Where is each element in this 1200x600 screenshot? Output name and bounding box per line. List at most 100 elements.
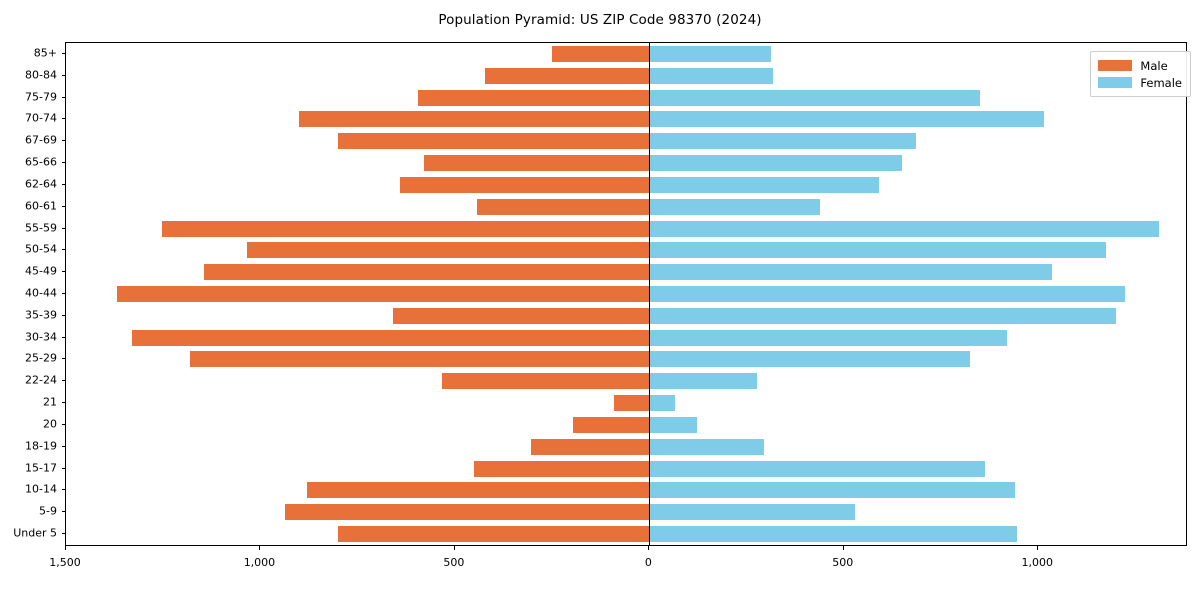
bar-male [613,395,650,412]
bar-male [473,460,650,477]
bar-female [649,482,1015,499]
bar-male [284,504,650,521]
y-axis-tick-label: 62-64 [25,177,57,191]
y-axis-tick-label: 35-39 [25,308,57,322]
y-axis-tick-label: 10-14 [25,482,57,496]
bar-male [530,438,650,455]
bar-female [649,45,772,62]
bar-female [649,438,765,455]
y-axis-tick-mark [61,336,65,338]
bar-female [649,307,1116,324]
bar-female [649,504,856,521]
bar-female [649,89,980,106]
bar-female [649,329,1008,346]
x-axis-tick-label: 0 [644,556,652,569]
y-axis-tick-mark [61,380,65,382]
y-axis-tick-mark [61,249,65,251]
bar-male [246,242,650,259]
y-axis-tick-label: 45-49 [25,264,57,278]
legend-item-male: Male [1098,57,1182,74]
bar-female [649,460,986,477]
bar-male [132,329,650,346]
y-axis-tick-mark [61,511,65,513]
y-axis-tick-label: 55-59 [25,221,57,235]
y-axis-tick-mark [61,402,65,404]
legend-item-female: Female [1098,74,1182,91]
bar-female [649,220,1159,237]
y-axis-tick-label: 85+ [33,46,57,60]
bar-female [649,264,1052,281]
y-axis-tick-mark [61,52,65,54]
bar-male [116,286,650,302]
bar-female [649,176,879,193]
bar-male [573,416,650,433]
y-axis-tick-mark [61,227,65,229]
legend[interactable]: Male Female [1090,51,1191,97]
bar-male [442,373,650,390]
x-axis-tick-mark [259,546,261,550]
bar-male [338,133,650,150]
x-axis-tick-mark [65,546,66,550]
bar-male [423,155,650,172]
bar-female [649,526,1017,543]
bar-male [417,89,650,106]
bar-female [649,416,698,433]
bar-female [649,395,675,412]
y-axis-tick-mark [61,96,65,98]
x-axis-tick-label: 500 [443,556,465,569]
y-axis-tick-label: Under 5 [13,526,57,540]
bar-female [649,286,1125,302]
bar-male [400,176,650,193]
y-axis-tick-mark [61,467,65,469]
y-axis-tick-mark [61,445,65,447]
y-axis-tick-mark [61,118,65,120]
legend-swatch-male [1098,60,1133,71]
bar-female [649,67,773,84]
y-axis-tick-label: 80-84 [25,68,57,82]
bar-male [392,307,650,324]
bar-male [204,264,650,281]
y-axis-tick-mark [61,293,65,294]
y-axis-tick-label: 50-54 [25,242,57,256]
bar-female [649,373,758,390]
x-axis-tick-mark [1037,546,1039,550]
y-axis-tick-mark [61,358,65,360]
y-axis-tick-mark [61,533,65,535]
bar-female [649,198,821,215]
y-axis-tick-label: 65-66 [25,155,57,169]
y-axis-tick-label: 22-24 [25,373,57,387]
y-axis-tick-label: 21 [43,395,57,409]
legend-label-female: Female [1140,75,1182,90]
bar-male [299,111,650,128]
y-axis-tick-label: 40-44 [25,286,57,300]
y-axis-tick-mark [61,183,65,185]
bar-female [649,133,916,150]
y-axis-tick-label: 70-74 [25,111,57,125]
y-axis-tick-mark [61,205,65,207]
y-axis-tick-label: 30-34 [25,330,57,344]
bars-layer [66,43,1186,545]
bar-female [649,351,971,368]
y-axis-tick-label: 5-9 [39,504,57,518]
bar-female [649,155,903,172]
y-axis-tick-mark [61,314,65,316]
y-axis-tick-label: 60-61 [25,199,57,213]
zero-axis-line [649,43,651,545]
legend-swatch-female [1098,77,1133,88]
x-axis-tick-label: 500 [832,556,854,569]
y-axis-tick-mark [61,271,65,273]
y-axis: 85+ 80-84 75-79 70-74 67-69 65-66 62-64 60-61 55… [0,42,65,546]
bar-male [190,351,650,368]
y-axis-tick-label: 18-19 [25,439,57,453]
legend-label-male: Male [1140,58,1168,73]
bar-male [307,482,650,499]
y-axis-tick-label: 20 [43,417,57,431]
bar-male [337,526,650,543]
x-axis-tick-label: 1,000 [243,556,276,569]
y-axis-tick-mark [61,140,65,142]
bar-male [162,220,650,237]
x-axis-tick-label: 1,000 [1021,556,1053,569]
x-axis: 1,500 1,000 500 0 500 1,000 [0,546,1200,586]
bar-female [649,242,1107,259]
